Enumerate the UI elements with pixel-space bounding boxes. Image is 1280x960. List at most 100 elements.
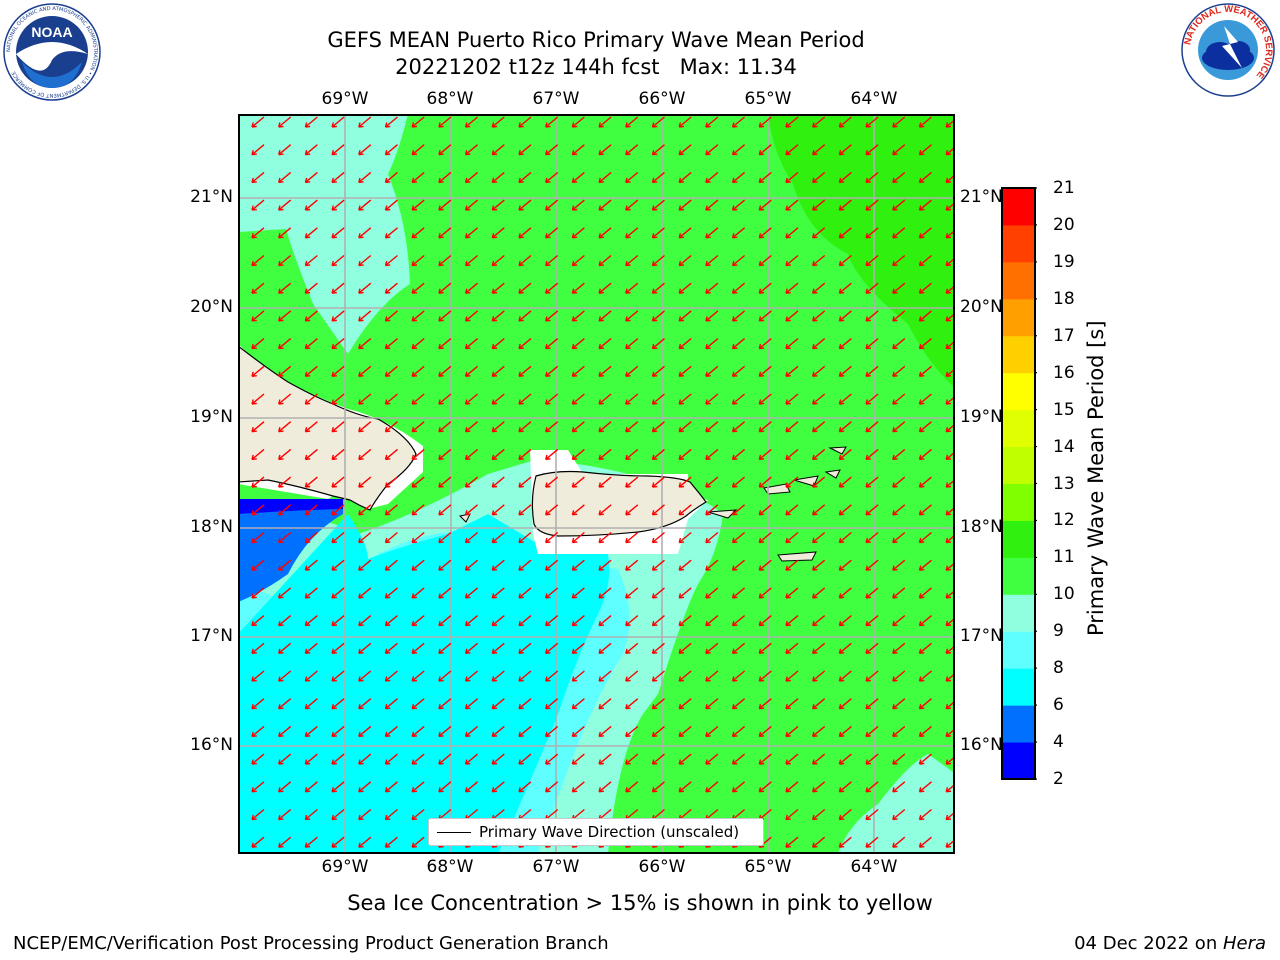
- wave-arrow: [785, 365, 799, 377]
- wave-arrow: [518, 393, 532, 405]
- wave-period-map: [238, 114, 955, 854]
- wave-arrow: [758, 227, 772, 239]
- wave-arrow: [625, 393, 639, 405]
- wave-arrow: [598, 753, 612, 765]
- wave-arrow: [812, 338, 826, 350]
- wave-arrow: [598, 670, 612, 682]
- wave-arrow: [758, 781, 772, 793]
- wave-arrow: [331, 282, 345, 294]
- wave-arrow: [278, 781, 292, 793]
- wave-arrow: [892, 808, 906, 821]
- wave-arrow: [705, 476, 719, 488]
- wave-arrow: [571, 476, 585, 488]
- wave-arrow: [358, 282, 372, 294]
- wave-arrow: [491, 531, 505, 544]
- colorbar-tick-label: 14: [1053, 436, 1075, 457]
- wave-arrow: [358, 199, 372, 211]
- wave-arrow: [731, 227, 746, 239]
- wave-arrow: [304, 559, 318, 571]
- wave-arrow: [358, 144, 372, 156]
- wave-arrow: [651, 144, 665, 156]
- wave-arrow: [892, 254, 906, 267]
- wave-arrow: [331, 476, 345, 488]
- wave-arrow: [278, 116, 292, 128]
- wave-arrow: [571, 615, 585, 627]
- wave-arrow: [758, 670, 772, 682]
- wave-arrow: [491, 615, 505, 627]
- wave-arrow: [892, 448, 906, 461]
- wave-arrow: [892, 421, 906, 433]
- colorbar-segment: [1002, 483, 1035, 521]
- wave-arrow: [251, 836, 265, 848]
- wave-arrow: [491, 421, 505, 433]
- wave-arrow: [571, 781, 585, 793]
- wave-arrow: [945, 701, 954, 710]
- wave-arrow: [838, 615, 852, 627]
- wave-arrow: [491, 753, 505, 765]
- wave-arrow: [411, 559, 425, 571]
- wave-arrow: [518, 116, 532, 128]
- wave-arrow: [411, 531, 425, 544]
- wave-arrow: [438, 365, 452, 377]
- wave-arrow: [678, 310, 692, 322]
- wave-arrow: [705, 753, 719, 765]
- wave-arrow: [251, 365, 265, 377]
- colorbar-segment: [1002, 409, 1035, 448]
- map-gridlines: [239, 115, 954, 853]
- wave-arrow: [411, 144, 425, 156]
- wave-arrow: [278, 808, 292, 821]
- colorbar-tick-label: 15: [1053, 399, 1075, 420]
- wave-arrow: [251, 753, 265, 765]
- wave-arrow: [812, 781, 826, 793]
- wave-arrow: [785, 781, 799, 793]
- colorbar-tick-label: 18: [1053, 288, 1075, 309]
- lat-tick-left-18n: 18°N: [190, 517, 233, 537]
- lat-tick-left-16n: 16°N: [190, 735, 233, 755]
- wave-arrow: [251, 227, 265, 239]
- wave-arrow: [518, 559, 532, 571]
- wave-arrow: [651, 199, 665, 211]
- wave-arrow: [758, 642, 772, 654]
- wave-arrow: [892, 531, 906, 544]
- wave-arrow: [918, 199, 932, 211]
- wave-arrow: [358, 338, 372, 350]
- wave-arrow: [438, 338, 452, 350]
- wave-arrow: [331, 753, 345, 765]
- wave-arrow: [251, 338, 265, 350]
- wave-arrow: [545, 254, 559, 267]
- wave-arrow: [651, 559, 665, 571]
- wave-arrow: [945, 424, 954, 433]
- wave-direction-arrows: [251, 116, 954, 848]
- wave-arrow: [384, 836, 398, 848]
- wave-arrow: [464, 587, 479, 599]
- wave-arrow: [865, 227, 879, 239]
- wave-arrow: [411, 670, 425, 682]
- wave-arrow: [464, 448, 479, 461]
- wave-arrow: [304, 615, 318, 627]
- wave-arrow: [411, 338, 425, 350]
- wave-arrow: [865, 254, 879, 267]
- wave-arrow: [625, 227, 639, 239]
- wave-arrow: [625, 781, 639, 793]
- colorbar-segment: [1002, 298, 1035, 337]
- wave-arrow: [785, 808, 799, 821]
- wave-arrow: [304, 171, 318, 184]
- wave-arrow: [545, 476, 559, 488]
- wave-arrow: [518, 199, 532, 211]
- wave-arrow: [812, 587, 826, 599]
- wave-arrow: [571, 365, 585, 377]
- wave-arrow: [892, 116, 906, 128]
- wave-arrow: [678, 199, 692, 211]
- wave-arrow: [464, 781, 479, 793]
- wave-arrow: [918, 698, 932, 710]
- wave-arrow: [785, 615, 799, 627]
- wave-arrow: [812, 725, 826, 738]
- colorbar-tick-label: 11: [1053, 547, 1075, 568]
- wave-arrow: [571, 725, 585, 738]
- wave-arrow: [758, 254, 772, 267]
- wave-arrow: [545, 531, 559, 544]
- wave-arrow: [571, 310, 585, 322]
- wave-arrow: [411, 698, 425, 710]
- wave-arrow: [838, 421, 852, 433]
- wave-arrow: [384, 338, 398, 350]
